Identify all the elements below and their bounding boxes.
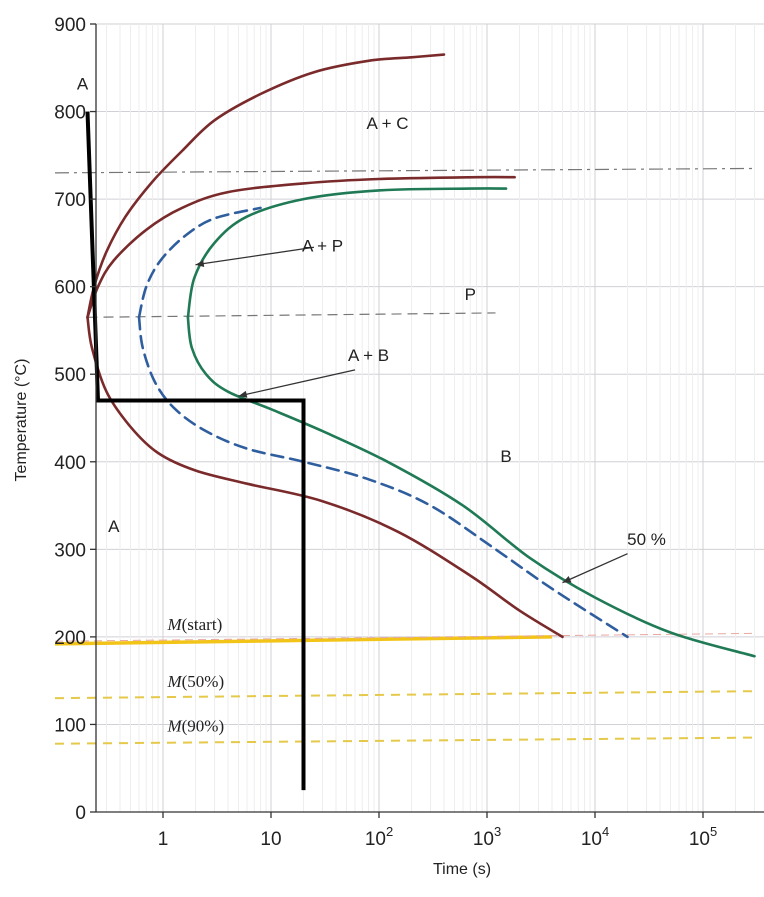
fifty-percent-curve-upper — [137, 206, 262, 319]
x-tick-label: 1 — [158, 829, 169, 850]
finish-curve-lower — [186, 316, 756, 658]
x-tick-label: 104 — [581, 824, 609, 850]
arrow-head-1 — [238, 390, 248, 398]
annotation-arrows — [195, 246, 628, 584]
y-tick-label: 500 — [54, 365, 86, 386]
cooling-path — [85, 111, 306, 791]
arrow-head-0 — [195, 260, 205, 268]
region-labels: A A + C A + P P A + B B A 50 % M(start) M(50%) M(9… — [77, 75, 666, 736]
x-axis-title: Time (s) — [433, 861, 491, 878]
reference-lines — [54, 167, 755, 318]
martensite-line-2 — [54, 690, 755, 700]
arrow-head-2 — [562, 576, 572, 583]
start-curve-lower — [86, 316, 564, 639]
region-label: 50 % — [627, 530, 666, 549]
x-tick-label: 102 — [365, 824, 393, 850]
start-curve-upper — [86, 53, 446, 319]
martensite-line-3 — [54, 736, 755, 745]
finish-curve-upper — [186, 187, 508, 319]
fifty-percent-curve-lower — [137, 316, 629, 639]
y-axis-title: Temperature (°C) — [13, 359, 30, 482]
x-tick-label: 103 — [473, 824, 501, 850]
x-tick-label: 10 — [260, 829, 281, 850]
arrow-line-1 — [238, 369, 356, 397]
eutectoid-line — [54, 167, 755, 174]
y-tick-label: 800 — [54, 103, 86, 124]
martensite-label: M(50%) — [166, 672, 224, 691]
region-label: A — [77, 75, 89, 94]
y-tick-label: 100 — [54, 715, 86, 736]
y-tick-label: 600 — [54, 278, 86, 299]
arrow-line-2 — [562, 553, 628, 584]
y-tick-label: 900 — [54, 15, 86, 36]
martensite-label: M(90%) — [166, 716, 224, 735]
region-label: A + B — [348, 346, 389, 365]
arrow-line-0 — [195, 246, 315, 266]
region-label: B — [500, 447, 511, 466]
y-tick-label: 700 — [54, 190, 86, 211]
region-label: A — [108, 517, 120, 536]
region-label: P — [465, 285, 476, 304]
y-tick-label: 200 — [54, 628, 86, 649]
y-tick-label: 300 — [54, 540, 86, 561]
y-tick-label: 400 — [54, 453, 86, 474]
axes: 0 100 200 300 400 500 600 700 800 900 1 10 102 103 104… — [54, 15, 764, 850]
region-label: A + C — [367, 114, 409, 133]
x-tick-label: 105 — [689, 824, 717, 850]
cooling-path-line — [85, 111, 306, 791]
y-tick-label: 0 — [75, 803, 86, 824]
transformation-curves — [86, 53, 756, 658]
start-curve-pearlite — [86, 175, 516, 319]
pearlite-line — [87, 312, 496, 318]
region-label: A + P — [302, 237, 343, 256]
martensite-label: M(start) — [166, 615, 222, 634]
